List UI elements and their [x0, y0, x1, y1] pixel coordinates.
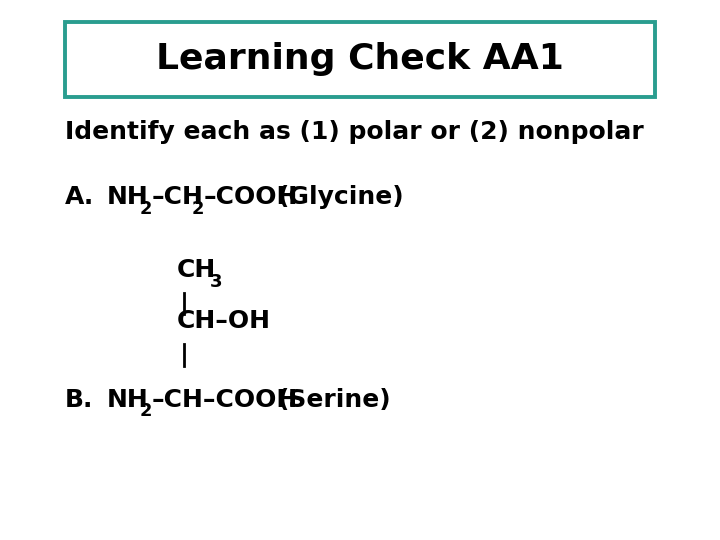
Text: NH: NH	[107, 185, 148, 209]
Text: –COOH: –COOH	[204, 185, 298, 209]
Text: –CH: –CH	[152, 185, 204, 209]
Text: 3: 3	[210, 273, 222, 291]
Text: A.: A.	[65, 185, 94, 209]
Text: Learning Check AA1: Learning Check AA1	[156, 43, 564, 76]
Text: NH: NH	[107, 388, 148, 411]
Text: 2: 2	[140, 402, 152, 421]
Text: (Serine): (Serine)	[278, 388, 392, 411]
Text: –CH–COOH: –CH–COOH	[152, 388, 298, 411]
Text: 2: 2	[140, 200, 152, 218]
Text: (Glycine): (Glycine)	[278, 185, 405, 209]
Text: 2: 2	[192, 200, 204, 218]
Text: B.: B.	[65, 388, 93, 411]
Text: CH: CH	[176, 258, 216, 282]
Text: CH–OH: CH–OH	[176, 309, 271, 333]
Text: Identify each as (1) polar or (2) nonpolar: Identify each as (1) polar or (2) nonpol…	[65, 120, 644, 144]
